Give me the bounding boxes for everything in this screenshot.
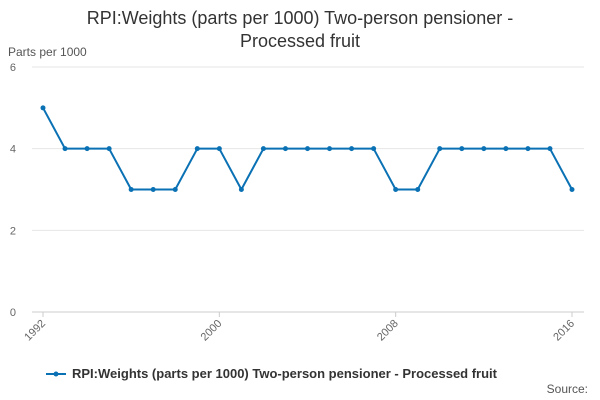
chart-title-line-1: RPI:Weights (parts per 1000) Two-person …: [87, 8, 514, 28]
data-point[interactable]: [415, 187, 421, 192]
y-tick-label: 0: [10, 307, 16, 319]
data-point[interactable]: [305, 146, 310, 152]
data-point[interactable]: [194, 146, 200, 152]
x-tick-label: 2008: [375, 318, 401, 344]
data-point[interactable]: [503, 146, 509, 152]
y-axis-title: Parts per 1000: [8, 45, 87, 59]
legend-label: RPI:Weights (parts per 1000) Two-person …: [72, 366, 498, 381]
data-point[interactable]: [128, 187, 134, 192]
chart-title-line-2: Processed fruit: [240, 31, 360, 51]
x-tick-label: 2016: [551, 318, 577, 344]
data-point[interactable]: [349, 146, 355, 152]
data-point[interactable]: [216, 146, 222, 152]
y-tick-label: 2: [10, 225, 16, 237]
data-point[interactable]: [327, 146, 333, 152]
data-point[interactable]: [547, 146, 553, 152]
y-tick-label: 6: [10, 62, 16, 74]
x-tick-label: 2000: [199, 318, 225, 344]
data-point[interactable]: [282, 146, 288, 152]
data-point[interactable]: [525, 146, 531, 152]
data-point[interactable]: [569, 187, 575, 192]
data-point[interactable]: [371, 146, 377, 152]
data-point[interactable]: [260, 146, 266, 152]
source-label: Source:: [547, 382, 588, 396]
data-point[interactable]: [106, 146, 112, 152]
data-point[interactable]: [40, 105, 46, 111]
data-point[interactable]: [62, 146, 68, 152]
data-point[interactable]: [172, 187, 178, 192]
data-point[interactable]: [481, 146, 487, 152]
x-tick-label: 1992: [22, 318, 48, 344]
legend[interactable]: RPI:Weights (parts per 1000) Two-person …: [46, 366, 498, 381]
data-point[interactable]: [238, 187, 244, 192]
data-point[interactable]: [437, 146, 443, 152]
data-point[interactable]: [393, 187, 399, 192]
legend-point-marker: [53, 371, 59, 377]
data-point[interactable]: [459, 146, 465, 152]
y-tick-label: 4: [10, 144, 16, 156]
data-point[interactable]: [150, 187, 156, 192]
data-point[interactable]: [84, 146, 90, 152]
